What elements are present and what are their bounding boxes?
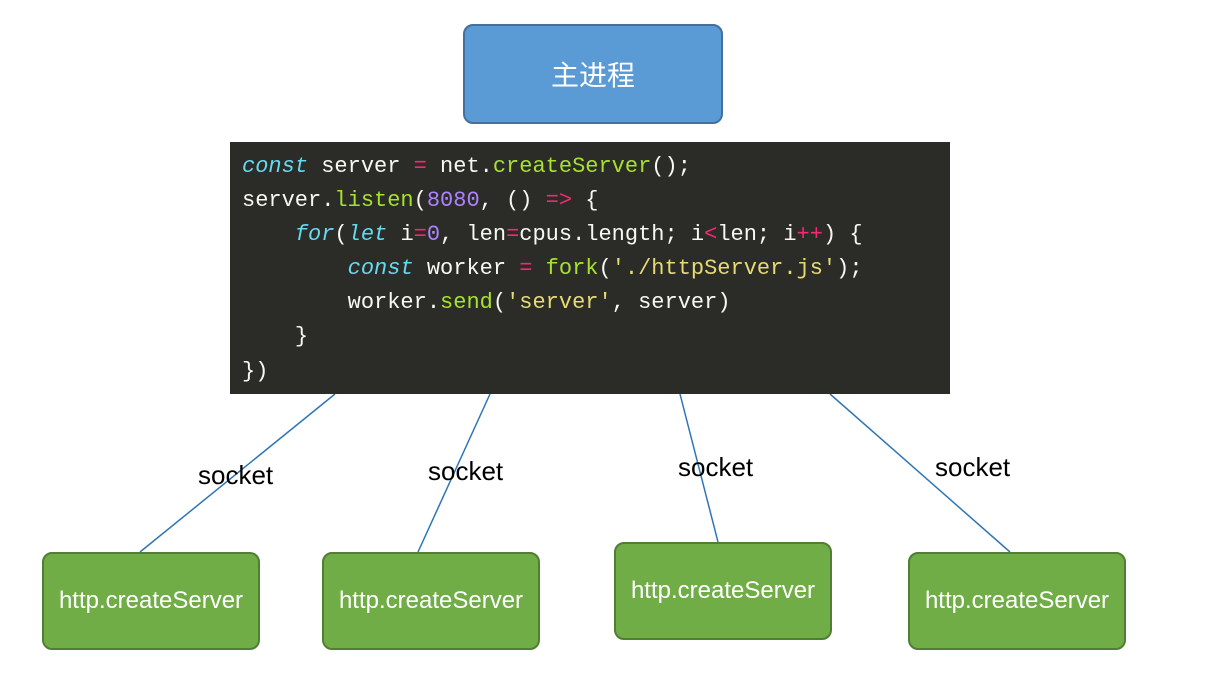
code-block: const server = net.createServer();server… xyxy=(230,142,950,394)
worker-node: http.createServer xyxy=(908,552,1126,650)
edge-label: socket xyxy=(428,456,503,487)
worker-node: http.createServer xyxy=(614,542,832,640)
worker-node: http.createServer xyxy=(322,552,540,650)
edge-label: socket xyxy=(198,460,273,491)
master-process-node: 主进程 xyxy=(463,24,723,124)
worker-node: http.createServer xyxy=(42,552,260,650)
edge-label: socket xyxy=(678,452,753,483)
edge-label: socket xyxy=(935,452,1010,483)
master-label: 主进程 xyxy=(551,54,635,94)
